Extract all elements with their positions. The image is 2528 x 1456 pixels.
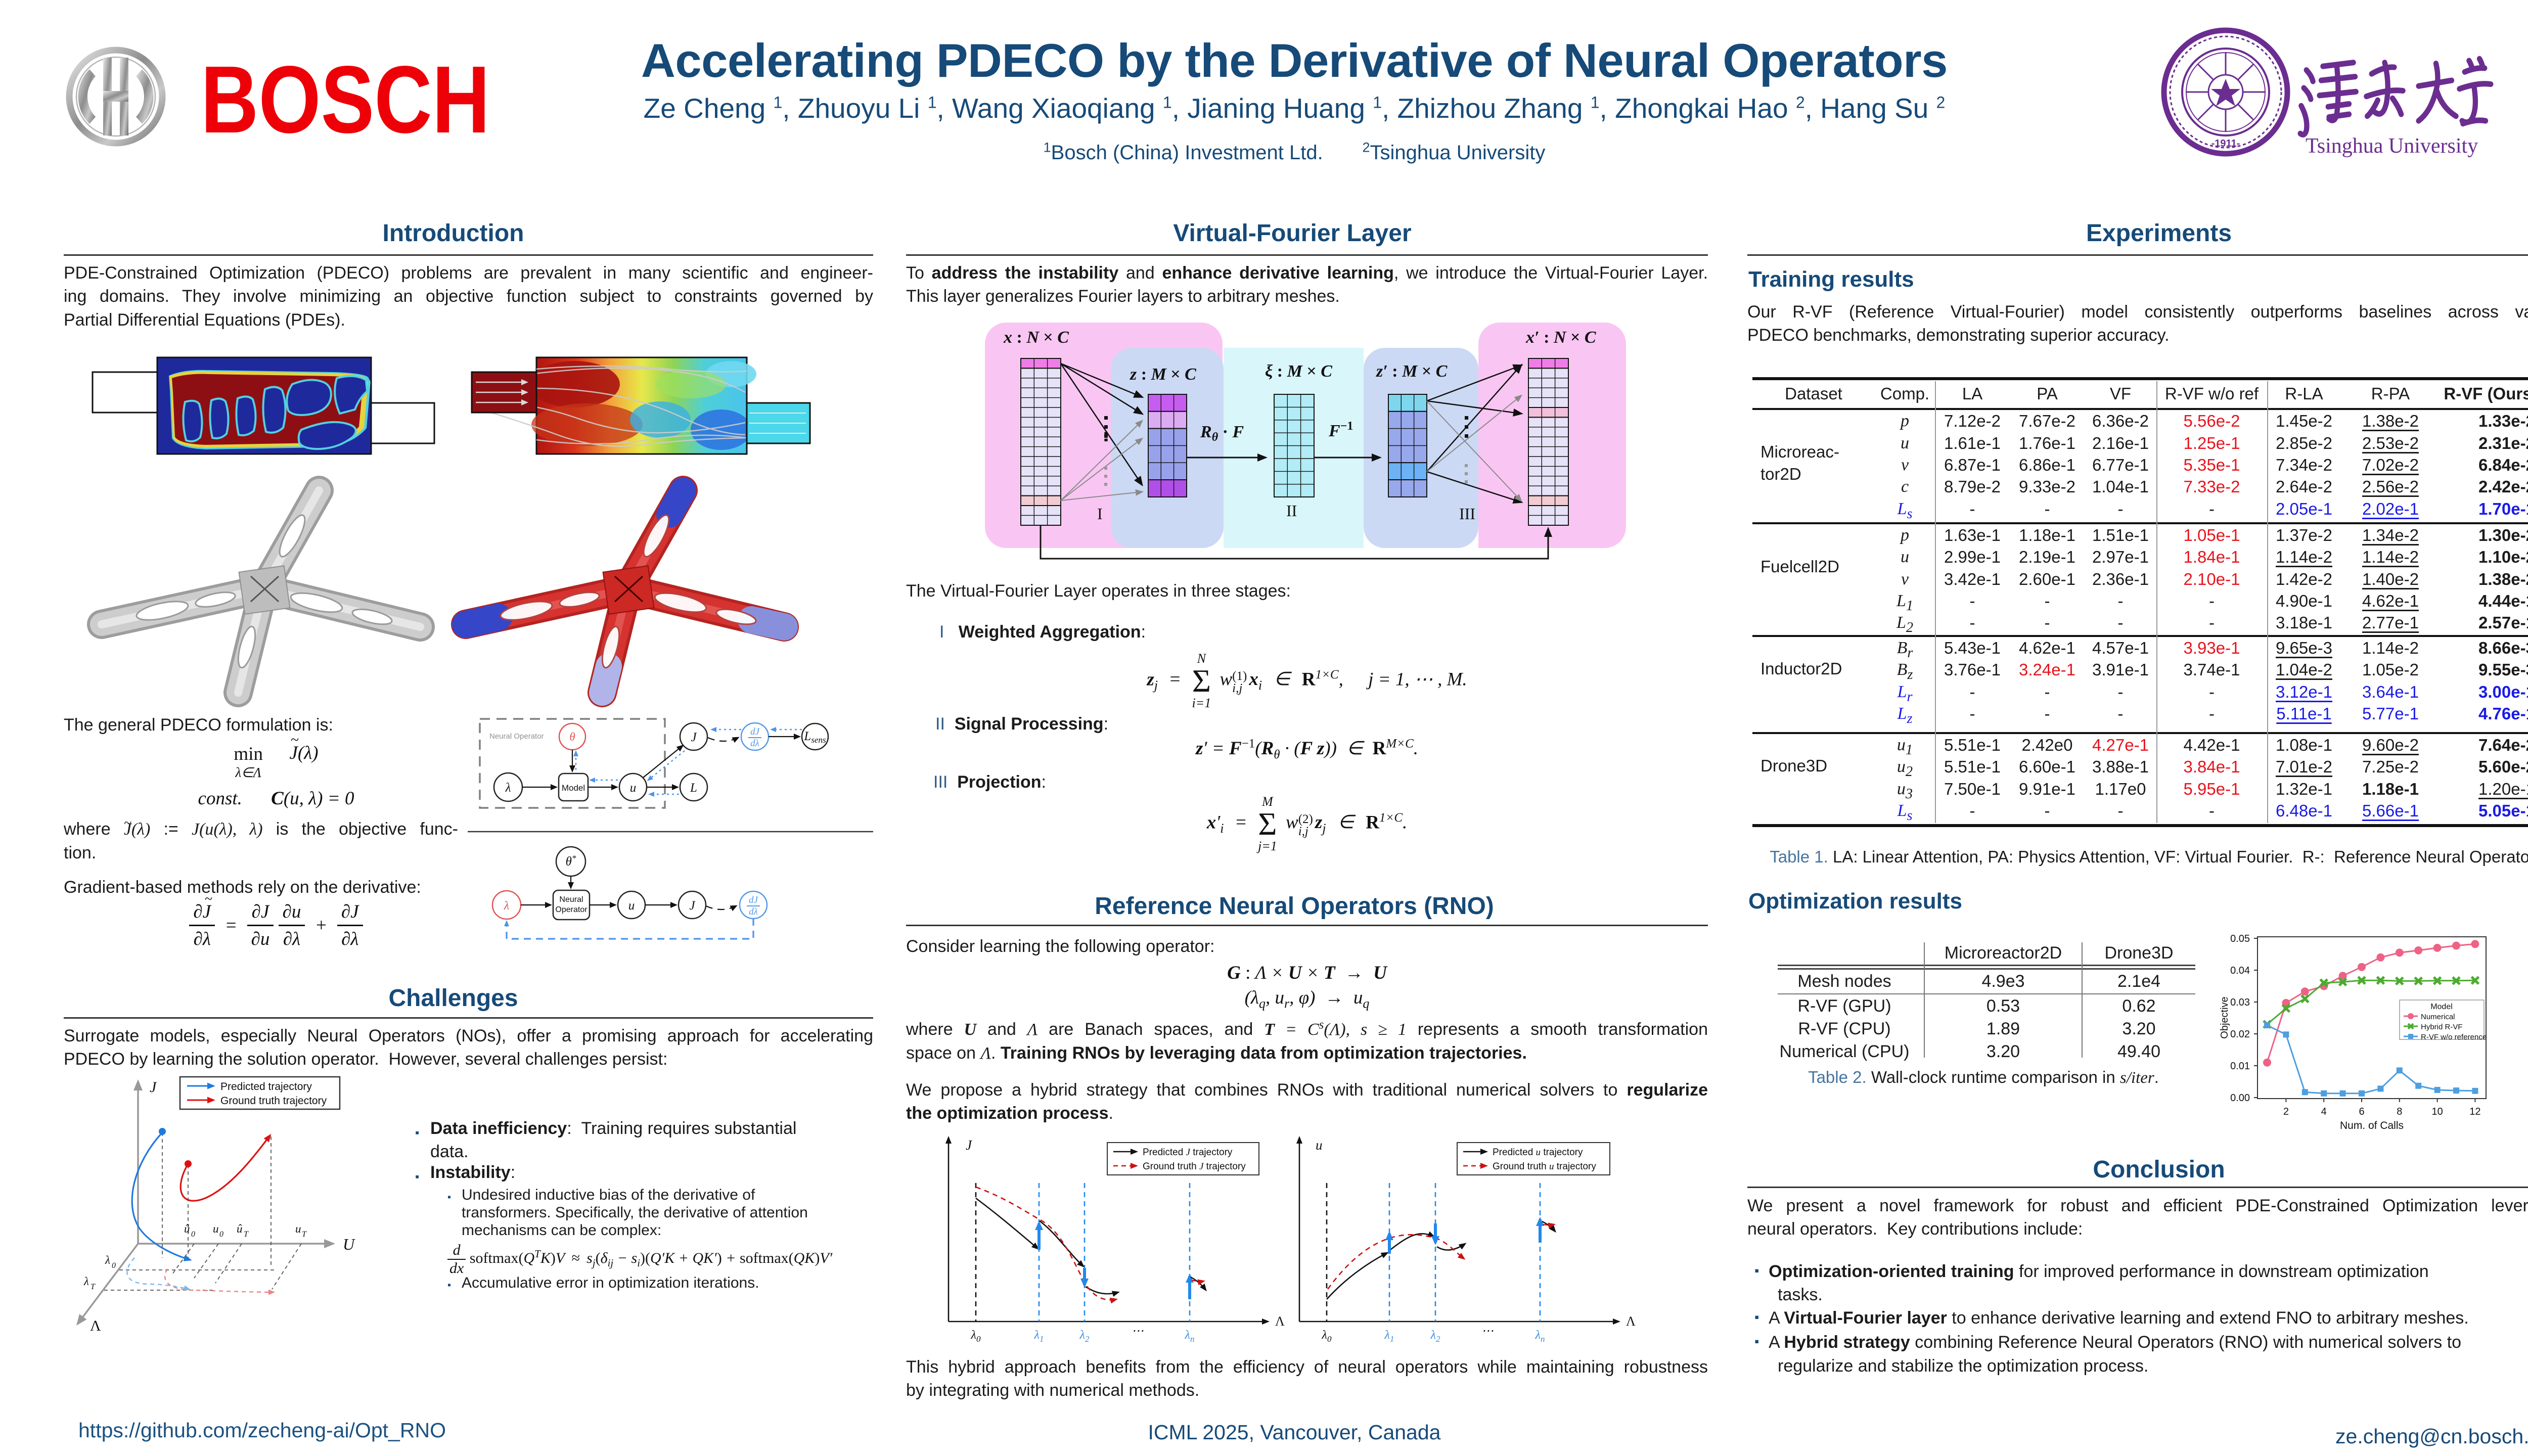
svg-text:Rθ · F: Rθ · F [1200, 423, 1244, 444]
svg-text:0: 0 [219, 1230, 223, 1239]
svg-text:Hybrid R-VF: Hybrid R-VF [2421, 1023, 2463, 1031]
svg-text:λn: λn [1535, 1329, 1545, 1344]
svg-text:Λ: Λ [1275, 1314, 1285, 1329]
svg-text:U: U [343, 1235, 355, 1253]
svg-text:û: û [184, 1222, 190, 1235]
svg-text:6: 6 [2359, 1106, 2364, 1117]
svg-text:III: III [1459, 505, 1475, 523]
svg-text:λ: λ [505, 781, 511, 795]
svg-text:λ: λ [504, 899, 509, 913]
svg-text:Predicted J trajectory: Predicted J trajectory [1143, 1147, 1233, 1158]
svg-text:Λ: Λ [90, 1317, 101, 1334]
svg-text:θ: θ [569, 731, 575, 743]
svg-text:u: u [630, 781, 637, 795]
svg-text:λ: λ [83, 1275, 89, 1288]
svg-text:Model: Model [2430, 1003, 2453, 1011]
svg-text:dλ: dλ [750, 738, 759, 749]
svg-text:θ*: θ* [566, 853, 576, 869]
svg-text:-1911-: -1911- [2211, 138, 2240, 149]
svg-text:0.04: 0.04 [2230, 965, 2250, 976]
svg-text:Objective: Objective [2219, 996, 2230, 1038]
svg-text:0.03: 0.03 [2230, 997, 2250, 1008]
svg-text:R-VF w/o reference: R-VF w/o reference [2421, 1033, 2487, 1041]
svg-text:F−1: F−1 [1328, 420, 1353, 440]
svg-text:8: 8 [2397, 1106, 2402, 1117]
svg-text:Operator: Operator [555, 905, 588, 914]
svg-text:T: T [91, 1283, 96, 1291]
svg-text:Tsinghua University: Tsinghua University [2306, 134, 2478, 158]
svg-text:2: 2 [2283, 1106, 2289, 1117]
svg-text:0.00: 0.00 [2230, 1093, 2250, 1104]
svg-text:û: û [237, 1222, 243, 1235]
svg-text:J: J [691, 731, 697, 744]
svg-text:u: u [1316, 1138, 1323, 1153]
svg-text:0: 0 [112, 1261, 116, 1270]
svg-text:λ2: λ2 [1430, 1329, 1440, 1344]
svg-text:dJ: dJ [750, 726, 760, 737]
svg-text:dJ: dJ [749, 895, 759, 905]
svg-text:λ0: λ0 [971, 1329, 981, 1344]
svg-text:L: L [690, 781, 697, 795]
svg-text:Ground truth u trajectory: Ground truth u trajectory [1493, 1161, 1596, 1172]
svg-text:4: 4 [2321, 1106, 2327, 1117]
svg-text:Ground truth trajectory: Ground truth trajectory [220, 1095, 327, 1107]
svg-text:Numerical: Numerical [2421, 1013, 2455, 1021]
svg-text:Predicted u trajectory: Predicted u trajectory [1493, 1147, 1583, 1158]
svg-text:J: J [150, 1079, 157, 1096]
svg-text:Λ: Λ [1626, 1314, 1636, 1329]
svg-text:12: 12 [2469, 1106, 2480, 1117]
svg-text:Neural: Neural [559, 895, 583, 904]
svg-text:II: II [1286, 502, 1297, 520]
svg-text:0.01: 0.01 [2230, 1061, 2250, 1072]
svg-text:dλ: dλ [749, 906, 758, 917]
svg-text:u: u [213, 1222, 219, 1235]
svg-text:Neural Operator: Neural Operator [489, 732, 544, 741]
svg-text:T: T [302, 1230, 307, 1239]
svg-text:z : M × C: z : M × C [1130, 365, 1196, 384]
svg-text:λ2: λ2 [1079, 1329, 1090, 1344]
svg-text:Predicted trajectory: Predicted trajectory [220, 1081, 312, 1093]
svg-text:0.05: 0.05 [2230, 933, 2250, 944]
svg-text:λ1: λ1 [1034, 1329, 1044, 1344]
svg-text:I: I [1097, 505, 1103, 523]
svg-text:ξ : M × C: ξ : M × C [1265, 362, 1332, 381]
svg-text:x′ : N × C: x′ : N × C [1525, 328, 1596, 347]
svg-text:Lsens: Lsens [803, 730, 826, 745]
svg-text:0: 0 [191, 1230, 195, 1239]
svg-text:λ: λ [105, 1254, 110, 1266]
svg-text:BOSCH: BOSCH [201, 47, 490, 153]
svg-text:λ0: λ0 [1322, 1329, 1332, 1344]
svg-text:λn: λn [1185, 1329, 1195, 1344]
svg-text:Ground truth J trajectory: Ground truth J trajectory [1143, 1161, 1246, 1172]
svg-text:10: 10 [2431, 1106, 2443, 1117]
svg-text:0.02: 0.02 [2230, 1029, 2250, 1040]
svg-text:⋯: ⋯ [1481, 1325, 1494, 1338]
svg-text:J: J [966, 1138, 973, 1153]
svg-text:Num. of Calls: Num. of Calls [2340, 1120, 2404, 1131]
svg-text:x : N × C: x : N × C [1003, 328, 1069, 347]
svg-text:T: T [244, 1230, 249, 1239]
svg-text:J: J [689, 899, 696, 913]
svg-text:z′ : M × C: z′ : M × C [1376, 362, 1448, 381]
svg-text:Model: Model [562, 783, 585, 793]
svg-text:u: u [295, 1222, 301, 1235]
svg-text:u: u [628, 899, 635, 913]
svg-text:λ1: λ1 [1384, 1329, 1394, 1344]
svg-text:⋯: ⋯ [1132, 1325, 1144, 1338]
